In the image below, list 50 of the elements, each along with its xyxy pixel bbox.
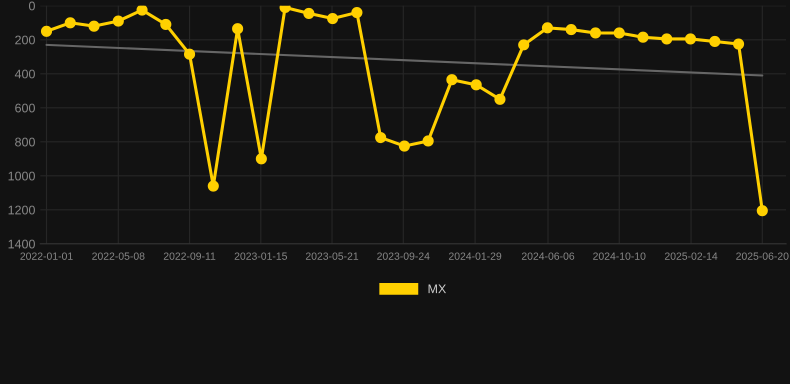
x-tick-label: 2022-01-01 <box>20 252 73 260</box>
y-tick-label: 400 <box>14 70 35 78</box>
y-tick-label: 0 <box>28 2 35 10</box>
y-tick-label: 1400 <box>8 240 35 248</box>
y-tick-label: 200 <box>15 36 35 44</box>
point <box>542 22 554 34</box>
x-tick-label: 2024-06-06 <box>522 252 574 260</box>
point <box>709 36 720 48</box>
y-tick-label: 800 <box>15 138 35 146</box>
point <box>327 12 338 24</box>
point <box>64 17 76 28</box>
point <box>88 20 100 32</box>
x-tick-label: 2024-01-29 <box>448 252 502 260</box>
point <box>112 16 124 27</box>
point <box>614 27 625 39</box>
point <box>375 132 386 144</box>
x-tick-label: 2023-01-15 <box>234 252 288 260</box>
x-tick-label: 2023-09-24 <box>377 252 430 260</box>
point <box>733 38 744 50</box>
x-tick-label: 2022-05-08 <box>92 252 145 260</box>
y-tick-label: 1200 <box>8 206 35 214</box>
point <box>661 33 672 44</box>
point <box>351 7 362 18</box>
point <box>398 140 410 152</box>
legend-label: MX <box>428 284 446 294</box>
point <box>756 205 768 216</box>
point <box>160 18 172 30</box>
point <box>637 32 649 43</box>
point <box>684 33 696 44</box>
y-tick-label: 600 <box>15 104 35 112</box>
point <box>494 94 506 105</box>
x-tick-label: 2023-05-21 <box>306 252 358 260</box>
x-tick-label: 2022-09-11 <box>164 252 216 260</box>
point <box>518 39 530 50</box>
point <box>40 26 52 37</box>
point <box>136 6 148 16</box>
x-tick-label: 2025-02-14 <box>664 252 718 260</box>
y-tick-label: 1000 <box>8 172 35 180</box>
point <box>422 135 434 147</box>
point <box>590 27 602 39</box>
x-tick-label: 2024-10-10 <box>593 252 646 260</box>
x-tick-label: 2025-06-20 <box>736 252 789 260</box>
point <box>303 8 314 19</box>
point <box>232 23 244 34</box>
point <box>566 24 577 36</box>
point <box>446 74 458 86</box>
point <box>184 48 196 60</box>
point <box>470 79 482 90</box>
point <box>208 180 219 192</box>
point <box>256 153 267 164</box>
